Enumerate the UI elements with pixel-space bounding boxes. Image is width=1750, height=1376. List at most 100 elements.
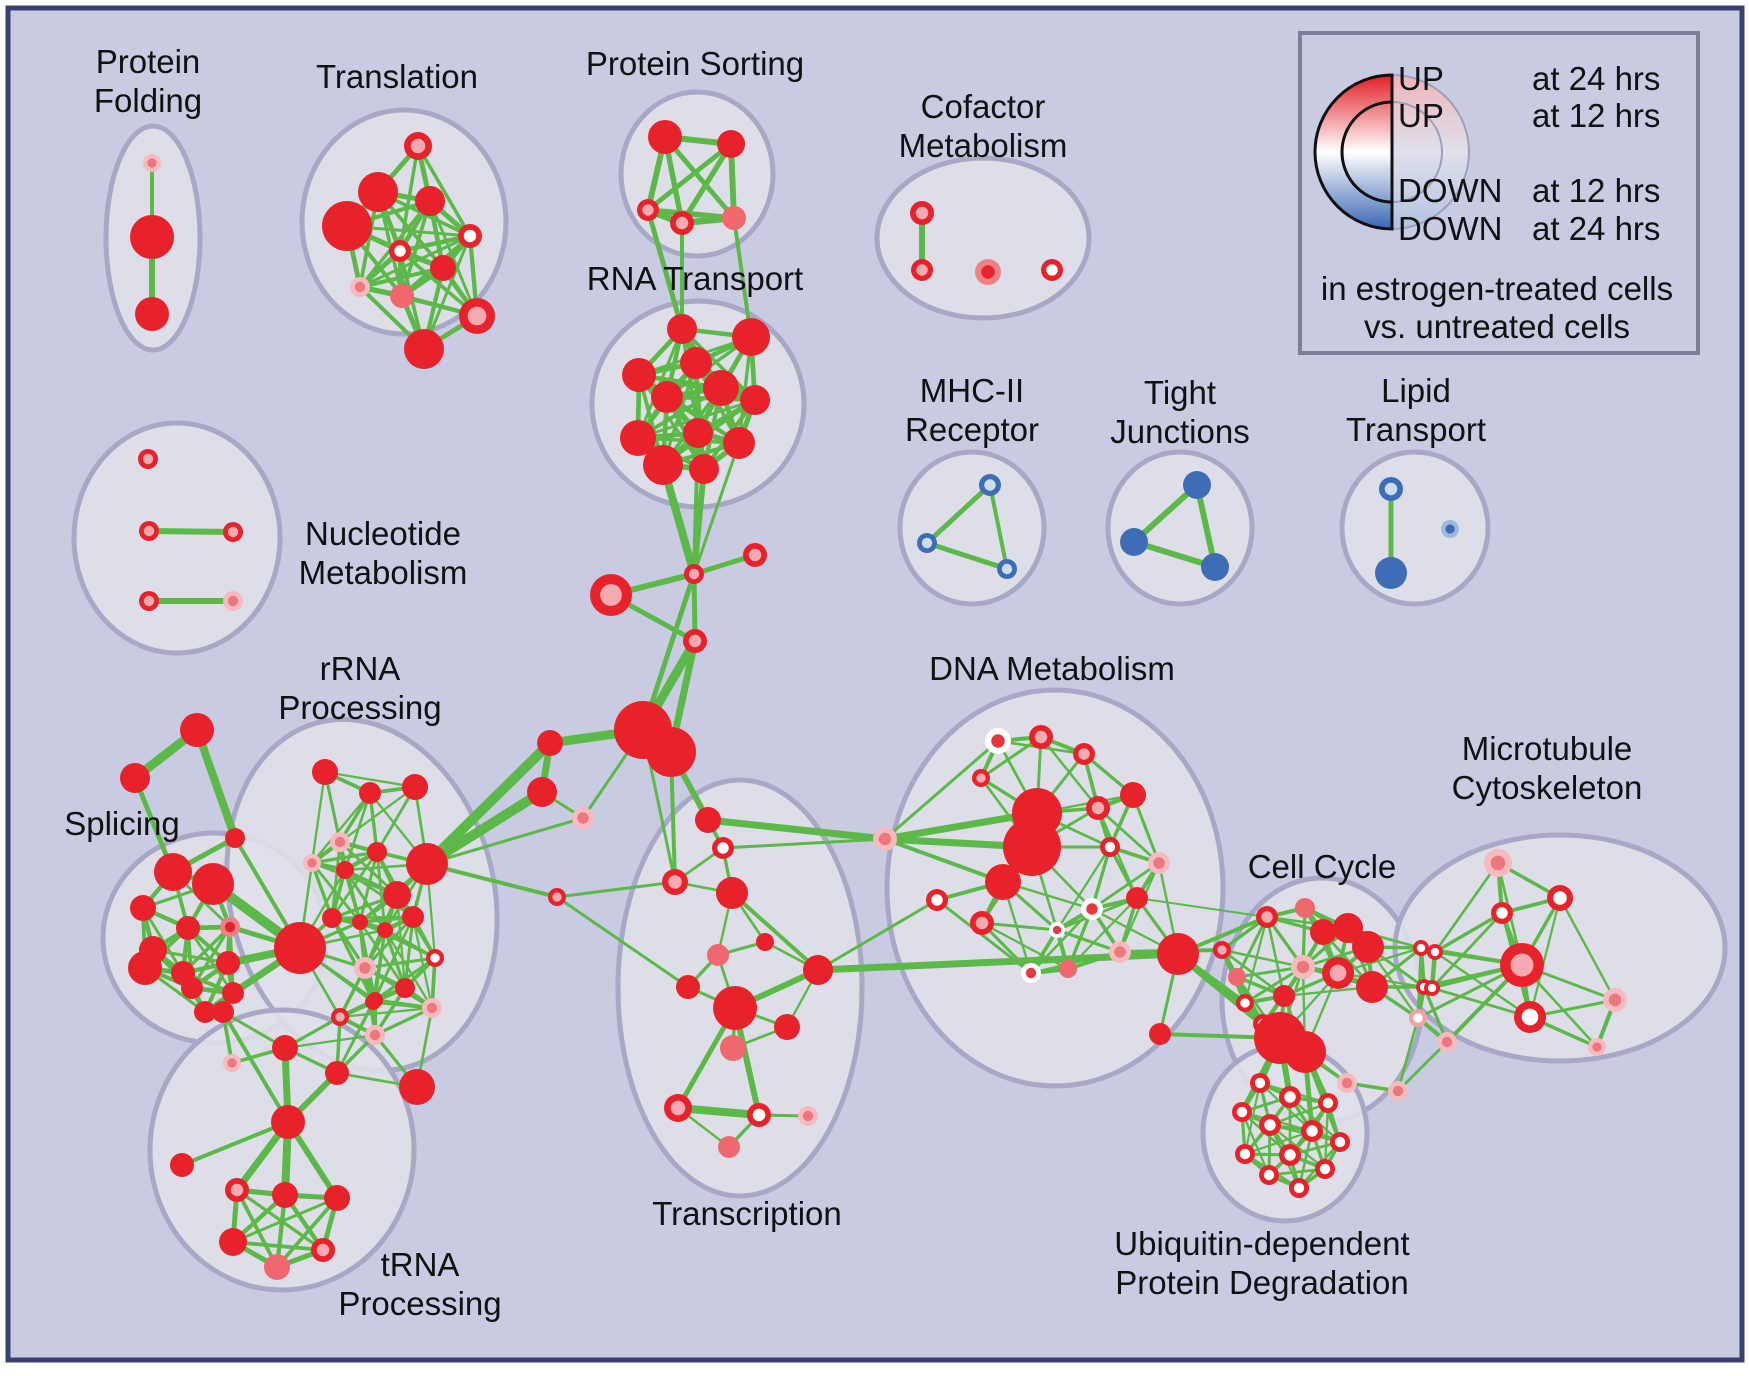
cluster-ellipse-mhc[interactable] bbox=[897, 449, 1047, 607]
network-node[interactable] bbox=[395, 978, 415, 998]
network-node[interactable] bbox=[683, 418, 713, 448]
network-node[interactable] bbox=[402, 906, 424, 928]
network-node[interactable] bbox=[154, 853, 192, 891]
network-node[interactable] bbox=[716, 877, 748, 909]
network-node[interactable] bbox=[774, 1014, 800, 1040]
network-node[interactable] bbox=[732, 318, 770, 356]
network-node[interactable] bbox=[404, 329, 444, 369]
network-node[interactable] bbox=[537, 730, 563, 756]
network-node[interactable] bbox=[643, 445, 683, 485]
network-node[interactable] bbox=[756, 933, 774, 951]
network-node[interactable] bbox=[1273, 985, 1295, 1007]
network-node[interactable] bbox=[1059, 960, 1077, 978]
network-node[interactable] bbox=[646, 727, 696, 777]
network-node[interactable] bbox=[130, 215, 174, 259]
network-node[interactable] bbox=[527, 777, 557, 807]
network-node[interactable] bbox=[358, 172, 398, 212]
network-node[interactable] bbox=[367, 842, 387, 862]
network-node[interactable] bbox=[383, 881, 411, 909]
network-node[interactable] bbox=[194, 1001, 216, 1023]
network-node[interactable] bbox=[717, 130, 745, 158]
network-node[interactable] bbox=[406, 843, 448, 885]
network-node[interactable] bbox=[676, 975, 700, 999]
network-node[interactable] bbox=[402, 774, 428, 800]
network-node[interactable] bbox=[695, 807, 721, 833]
network-node[interactable] bbox=[264, 1254, 290, 1280]
cluster-ellipse-tj[interactable] bbox=[1105, 449, 1255, 607]
network-node[interactable] bbox=[176, 916, 200, 940]
network-node[interactable] bbox=[225, 828, 245, 848]
network-node[interactable] bbox=[135, 297, 169, 331]
network-node[interactable] bbox=[722, 206, 746, 230]
network-node[interactable] bbox=[180, 713, 214, 747]
network-node[interactable] bbox=[274, 922, 326, 974]
network-node[interactable] bbox=[689, 454, 719, 484]
network-node[interactable] bbox=[212, 1001, 234, 1023]
network-node[interactable] bbox=[312, 759, 338, 785]
network-node[interactable] bbox=[219, 1228, 247, 1256]
network-node[interactable] bbox=[1295, 898, 1315, 918]
network-node-core bbox=[227, 1058, 237, 1068]
network-node[interactable] bbox=[130, 895, 156, 921]
network-node[interactable] bbox=[1120, 528, 1148, 556]
network-node[interactable] bbox=[352, 914, 368, 930]
network-node[interactable] bbox=[622, 358, 656, 392]
network-node[interactable] bbox=[216, 951, 240, 975]
network-node[interactable] bbox=[720, 1035, 746, 1061]
network-node[interactable] bbox=[322, 908, 342, 928]
network-node[interactable] bbox=[707, 944, 729, 966]
network-node[interactable] bbox=[390, 284, 414, 308]
network-node[interactable] bbox=[1333, 913, 1363, 943]
cluster-ellipse-nm[interactable] bbox=[71, 420, 283, 656]
cluster-ellipse-lt[interactable] bbox=[1339, 449, 1491, 607]
network-node[interactable] bbox=[430, 255, 456, 281]
network-node[interactable] bbox=[324, 1185, 350, 1211]
network-node[interactable] bbox=[399, 1069, 435, 1105]
network-node[interactable] bbox=[1201, 553, 1229, 581]
network-node[interactable] bbox=[680, 347, 712, 379]
network-node[interactable] bbox=[648, 120, 682, 154]
network-node[interactable] bbox=[271, 1105, 305, 1139]
network-node[interactable] bbox=[1310, 919, 1336, 945]
network-node[interactable] bbox=[713, 986, 757, 1030]
network-node[interactable] bbox=[1375, 557, 1407, 589]
network-node-core bbox=[1264, 1119, 1276, 1131]
network-node[interactable] bbox=[723, 427, 755, 459]
network-node[interactable] bbox=[365, 994, 381, 1010]
network-node[interactable] bbox=[1157, 933, 1199, 975]
network-node[interactable] bbox=[272, 1035, 298, 1061]
cluster-ellipse-tn[interactable] bbox=[147, 1007, 417, 1293]
network-node[interactable] bbox=[667, 314, 697, 344]
network-node[interactable] bbox=[322, 201, 372, 251]
network-node[interactable] bbox=[1126, 887, 1148, 909]
network-node[interactable] bbox=[181, 977, 203, 999]
network-node[interactable] bbox=[1352, 931, 1384, 963]
network-node[interactable] bbox=[703, 370, 739, 406]
network-node[interactable] bbox=[128, 951, 162, 985]
network-node[interactable] bbox=[985, 864, 1021, 900]
network-node[interactable] bbox=[740, 385, 770, 415]
network-node[interactable] bbox=[192, 863, 234, 905]
network-node[interactable] bbox=[1120, 782, 1146, 808]
cluster-ellipse-cm[interactable] bbox=[874, 155, 1092, 321]
network-node[interactable] bbox=[1356, 971, 1388, 1003]
network-node[interactable] bbox=[325, 1061, 349, 1085]
network-node[interactable] bbox=[170, 1153, 194, 1177]
network-node[interactable] bbox=[803, 955, 833, 985]
network-node[interactable] bbox=[1003, 818, 1061, 876]
network-node[interactable] bbox=[120, 763, 150, 793]
network-node[interactable] bbox=[377, 922, 393, 938]
network-node[interactable] bbox=[272, 1182, 298, 1208]
network-node[interactable] bbox=[1228, 968, 1246, 986]
network-node[interactable] bbox=[1149, 1023, 1171, 1045]
network-node[interactable] bbox=[718, 1136, 740, 1158]
network-node[interactable] bbox=[415, 186, 445, 216]
network-node[interactable] bbox=[651, 381, 683, 413]
network-node[interactable] bbox=[359, 782, 381, 804]
network-node[interactable] bbox=[1183, 471, 1211, 499]
network-node[interactable] bbox=[336, 861, 354, 879]
network-node[interactable] bbox=[620, 420, 656, 456]
network-edge bbox=[680, 327, 757, 402]
network-node[interactable] bbox=[1284, 1031, 1326, 1073]
network-node[interactable] bbox=[222, 982, 244, 1004]
